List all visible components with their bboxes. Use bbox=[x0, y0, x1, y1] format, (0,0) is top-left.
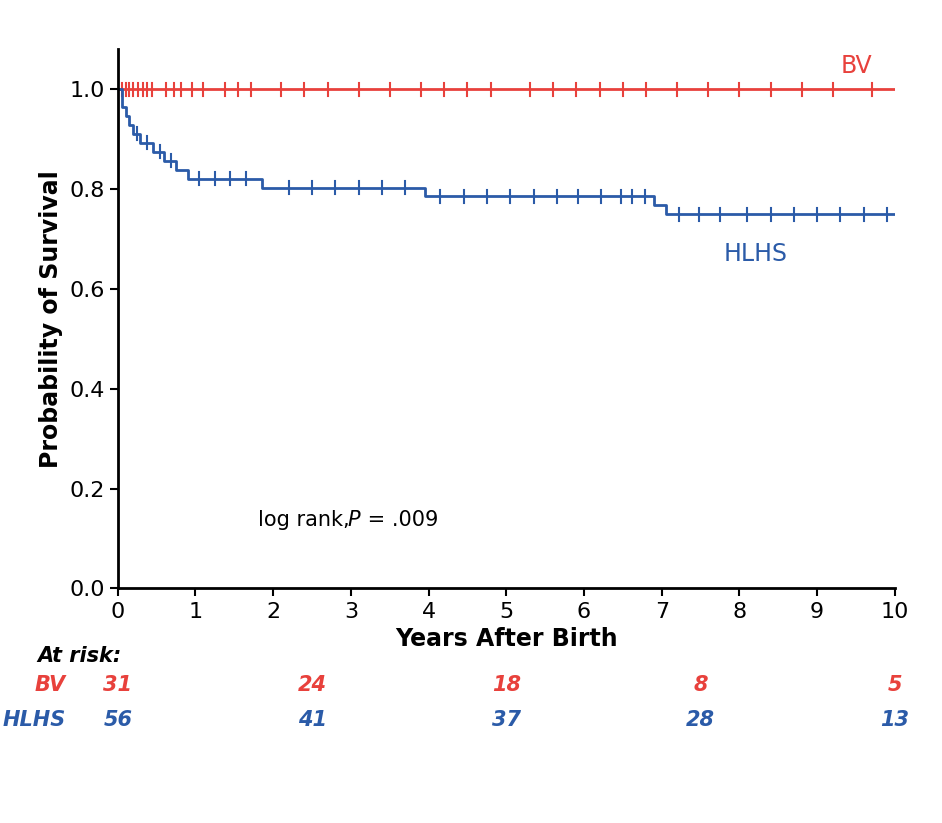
Text: 8: 8 bbox=[693, 675, 707, 695]
Text: log rank,: log rank, bbox=[258, 510, 356, 530]
Text: P: P bbox=[347, 510, 360, 530]
Text: HLHS: HLHS bbox=[3, 710, 66, 730]
Text: 28: 28 bbox=[686, 710, 715, 730]
Text: 13: 13 bbox=[881, 710, 909, 730]
Text: = .009: = .009 bbox=[361, 510, 438, 530]
Text: 37: 37 bbox=[492, 710, 521, 730]
Y-axis label: Probability of Survival: Probability of Survival bbox=[40, 170, 63, 467]
Text: 41: 41 bbox=[298, 710, 327, 730]
Text: 31: 31 bbox=[104, 675, 132, 695]
Text: 56: 56 bbox=[104, 710, 132, 730]
X-axis label: Years After Birth: Years After Birth bbox=[395, 627, 618, 651]
Text: BV: BV bbox=[35, 675, 66, 695]
Text: 5: 5 bbox=[887, 675, 902, 695]
Text: BV: BV bbox=[840, 54, 872, 78]
Text: HLHS: HLHS bbox=[723, 241, 788, 266]
Text: 18: 18 bbox=[492, 675, 521, 695]
Text: At risk:: At risk: bbox=[38, 646, 122, 666]
Text: 24: 24 bbox=[298, 675, 327, 695]
